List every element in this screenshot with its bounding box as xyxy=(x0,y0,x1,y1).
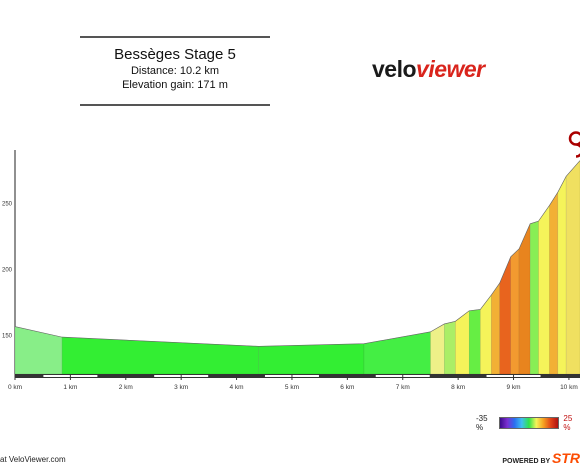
profile-segment-4 xyxy=(430,323,445,375)
strava-credit[interactable]: POWERED BY STR xyxy=(502,450,580,466)
powered-by-label: POWERED BY xyxy=(502,458,551,465)
y-tick-label: 200 xyxy=(2,268,13,274)
profile-segment-13 xyxy=(529,220,539,375)
profile-segment-5 xyxy=(444,320,456,375)
profile-segment-3 xyxy=(363,331,431,375)
x-tick-label: 5 km xyxy=(285,384,299,391)
logo-viewer: viewer xyxy=(416,56,485,82)
chart-title: Bessèges Stage 5 xyxy=(114,46,236,63)
profile-segment-15 xyxy=(549,191,559,375)
profile-segment-12 xyxy=(518,223,531,375)
finish-marker-icon xyxy=(568,131,580,158)
profile-segment-17 xyxy=(565,160,580,375)
profile-segment-2 xyxy=(258,343,365,375)
x-tick-label: 10 km xyxy=(560,384,578,391)
profile-segment-16 xyxy=(557,176,567,375)
profile-segment-9 xyxy=(491,282,500,375)
gradient-scale: -35 % 25 % xyxy=(476,414,580,432)
elevation-label: Elevation gain: 171 m xyxy=(122,79,228,91)
x-tick-label: 0 km xyxy=(8,384,22,391)
profile-segment-0 xyxy=(14,326,63,375)
profile-outline xyxy=(14,160,580,347)
x-tick-label: 7 km xyxy=(396,384,410,391)
profile-segment-7 xyxy=(468,309,481,375)
gradient-min-label: -35 % xyxy=(476,414,488,432)
x-tick-label: 9 km xyxy=(506,384,520,391)
profile-segment-1 xyxy=(61,336,259,375)
x-tick-label: 2 km xyxy=(119,384,133,391)
x-tick-label: 4 km xyxy=(230,384,244,391)
x-tick-label: 8 km xyxy=(451,384,465,391)
profile-segment-10 xyxy=(499,256,512,375)
strava-brand: STR xyxy=(552,450,580,466)
profile-segment-6 xyxy=(455,310,470,375)
gradient-color-bar xyxy=(499,417,560,429)
distance-label: Distance: 10.2 km xyxy=(130,65,220,77)
footer-credit[interactable]: at VeloViewer.com xyxy=(0,455,66,464)
gradient-max-label: 25 % xyxy=(563,414,573,432)
logo-velo: velo xyxy=(372,56,417,82)
y-tick-label: 150 xyxy=(2,333,13,339)
profile-segment-14 xyxy=(538,204,550,375)
veloviewer-logo: veloviewer xyxy=(372,56,485,83)
title-box: Bessèges Stage 5 Distance: 10.2 km Eleva… xyxy=(80,36,270,106)
x-tick-label: 1 km xyxy=(63,384,77,391)
profile-segment-11 xyxy=(510,248,520,375)
x-tick-label: 3 km xyxy=(174,384,188,391)
y-tick-label: 250 xyxy=(2,202,13,208)
x-tick-label: 6 km xyxy=(340,384,354,391)
